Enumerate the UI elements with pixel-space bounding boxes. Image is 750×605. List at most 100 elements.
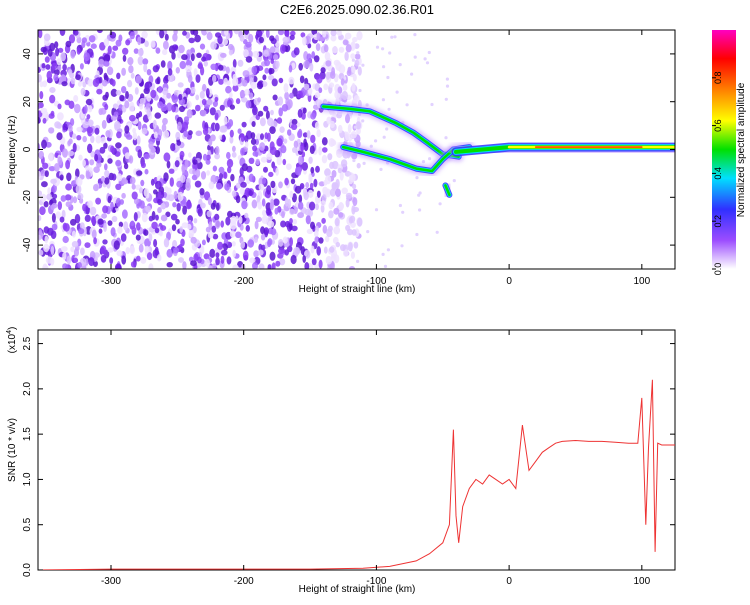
- noise-speck: [252, 262, 258, 269]
- snr-x-label: Height of straight line (km): [299, 584, 416, 595]
- noise-speck: [418, 208, 422, 212]
- noise-speck: [139, 200, 145, 209]
- noise-speck: [264, 59, 271, 67]
- noise-speck: [201, 56, 207, 62]
- noise-speck: [50, 245, 55, 256]
- noise-speck: [72, 133, 77, 140]
- noise-speck: [352, 183, 357, 190]
- noise-speck: [75, 184, 82, 194]
- noise-speck: [64, 99, 71, 106]
- noise-speck: [167, 74, 175, 82]
- noise-speck: [310, 221, 315, 230]
- noise-speck: [48, 166, 56, 172]
- noise-speck: [188, 229, 195, 238]
- noise-speck: [233, 30, 240, 35]
- noise-speck: [283, 138, 288, 144]
- noise-speck: [251, 121, 256, 127]
- noise-speck: [269, 146, 277, 155]
- noise-speck: [193, 253, 199, 262]
- noise-speck: [374, 139, 378, 143]
- noise-speck: [289, 237, 293, 247]
- noise-speck: [271, 262, 276, 269]
- noise-speck: [375, 45, 380, 49]
- noise-speck: [315, 43, 321, 52]
- noise-speck: [162, 49, 168, 56]
- noise-speck: [308, 156, 313, 164]
- noise-speck: [141, 212, 148, 223]
- noise-speck: [277, 96, 284, 106]
- noise-speck: [330, 34, 337, 42]
- noise-speck: [79, 222, 85, 230]
- noise-speck: [129, 31, 135, 40]
- noise-speck: [316, 32, 321, 41]
- noise-speck: [175, 131, 181, 140]
- noise-speck: [251, 199, 258, 209]
- noise-speck: [104, 103, 109, 110]
- noise-speck: [257, 201, 263, 210]
- noise-speck: [175, 218, 180, 225]
- noise-speck: [298, 201, 304, 210]
- noise-speck: [122, 179, 129, 185]
- noise-speck: [157, 85, 163, 94]
- noise-speck: [67, 69, 73, 76]
- noise-speck: [220, 220, 224, 228]
- noise-speck: [104, 170, 110, 178]
- noise-speck: [50, 204, 55, 211]
- noise-speck: [144, 82, 150, 91]
- noise-speck: [263, 227, 270, 236]
- noise-speck: [313, 55, 320, 63]
- noise-speck: [321, 30, 327, 38]
- noise-speck: [93, 166, 100, 173]
- noise-speck: [273, 54, 279, 61]
- noise-speck: [217, 35, 223, 45]
- noise-speck: [70, 246, 75, 253]
- noise-speck: [220, 52, 227, 58]
- noise-speck: [345, 198, 350, 208]
- noise-speck: [265, 208, 272, 216]
- noise-speck: [281, 104, 289, 112]
- noise-speck: [248, 190, 253, 197]
- noise-speck: [340, 159, 348, 168]
- noise-speck: [335, 188, 341, 197]
- noise-speck: [110, 88, 118, 97]
- noise-speck: [59, 174, 64, 181]
- noise-speck: [43, 201, 49, 208]
- noise-speck: [298, 62, 304, 71]
- noise-speck: [116, 173, 123, 182]
- noise-speck: [171, 94, 179, 104]
- noise-speck: [163, 30, 168, 36]
- noise-speck: [300, 142, 305, 152]
- noise-speck: [333, 254, 340, 264]
- noise-speck: [335, 241, 341, 248]
- noise-speck: [345, 44, 352, 53]
- noise-speck: [209, 107, 216, 116]
- noise-speck: [178, 243, 183, 251]
- noise-speck: [166, 92, 172, 99]
- noise-speck: [182, 205, 188, 215]
- noise-speck: [293, 47, 300, 56]
- noise-speck: [73, 95, 79, 102]
- noise-speck: [121, 192, 126, 199]
- noise-speck: [164, 33, 169, 41]
- noise-speck: [159, 230, 163, 237]
- noise-speck: [115, 142, 122, 149]
- noise-speck: [325, 189, 331, 198]
- noise-speck: [270, 180, 276, 189]
- noise-speck: [78, 154, 83, 161]
- noise-speck: [116, 131, 122, 139]
- noise-speck: [148, 233, 153, 242]
- noise-speck: [226, 151, 231, 160]
- noise-speck: [203, 60, 208, 67]
- noise-speck: [243, 30, 250, 35]
- noise-speck: [381, 252, 385, 256]
- noise-speck: [152, 119, 157, 129]
- noise-speck: [273, 198, 280, 206]
- noise-speck: [155, 47, 161, 54]
- noise-speck: [280, 220, 287, 228]
- noise-speck: [381, 47, 385, 51]
- noise-speck: [107, 220, 113, 226]
- noise-speck: [297, 166, 302, 176]
- noise-speck: [65, 183, 72, 191]
- noise-speck: [340, 78, 345, 86]
